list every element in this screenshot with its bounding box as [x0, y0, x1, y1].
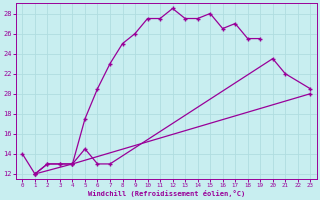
X-axis label: Windchill (Refroidissement éolien,°C): Windchill (Refroidissement éolien,°C): [88, 190, 245, 197]
